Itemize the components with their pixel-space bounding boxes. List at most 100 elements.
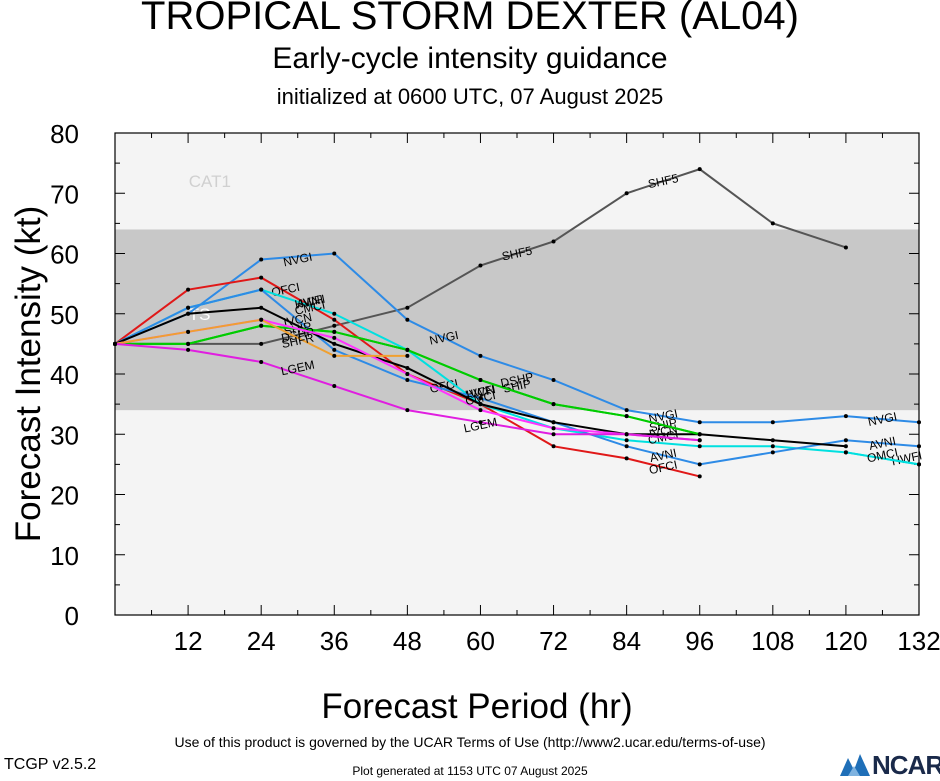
data-point-shfr [259,317,264,322]
data-point-shfr [186,329,191,334]
series-label-avni: AVNI [295,292,324,311]
ncar-logo: NCAR [838,750,940,780]
data-point-ofci [259,275,264,280]
data-point-nvgi [624,408,629,413]
series-label-avni: AVNI [868,434,897,453]
series-label-shf5: SHF5 [501,243,534,263]
data-point-omci [843,450,848,455]
y-tick-label: 70 [50,179,79,209]
ncar-logo-text: NCAR [872,750,940,780]
y-tick-label: 60 [50,240,79,270]
y-tick-label: 50 [50,300,79,330]
series-label-shf5: SHF5 [647,171,680,191]
data-point-avni [697,462,702,467]
data-point-shf5 [770,221,775,226]
data-point-cmci [405,372,410,376]
series-label-omci: OMCI [866,445,900,465]
x-tick-label: 84 [612,626,641,656]
y-tick-label: 40 [50,360,79,390]
data-point-nvgi [332,251,337,256]
data-point-avni [478,396,483,401]
data-point-shfr [405,353,410,358]
terms-notice: Use of this product is governed by the U… [174,734,766,750]
data-point-lgem [332,384,337,389]
intensity-band-ts [115,229,919,411]
intensity-band-cat1 [115,133,919,230]
x-tick-label: 96 [685,626,714,656]
data-point-lgem [186,347,191,352]
data-point-shf5 [551,239,556,244]
series-label-dshp: DSHP [280,325,316,346]
series-label-shfr: SHFR [280,331,315,352]
data-point-cmci [551,426,556,431]
data-point-nvgi [551,378,556,383]
data-point-avni [843,438,848,443]
data-point-avni [332,347,337,352]
data-point-hwfi [770,444,775,449]
data-point-ivcn [259,305,264,310]
chart-subtitle: Early-cycle intensity guidance [272,42,668,75]
data-point-nvgi [405,317,410,322]
data-point-ivcn [843,444,848,449]
y-tick-label: 0 [65,601,79,631]
data-point-ivcn [332,341,337,346]
data-point-dshp [332,329,337,334]
series-label-nvgi: NVGI [867,409,899,429]
x-tick-label: 132 [897,626,940,656]
data-point-nvgi [697,420,702,425]
data-point-shf5 [259,341,264,346]
series-line-omci [845,451,920,466]
data-point-ofci [186,287,191,292]
series-label-dshp: DSHP [499,370,535,391]
series-label-lgem: LGEM [462,415,498,436]
x-tick-label: 120 [824,626,867,656]
series-label-nvgi: NVGI [282,250,314,270]
data-point-lgem [697,438,702,443]
data-point-lgem [259,359,264,364]
data-point-nvgi [478,353,483,358]
init-time: initialized at 0600 UTC, 07 August 2025 [276,84,664,109]
series-label-ship: SHIP [502,376,532,396]
data-point-avni [186,305,191,310]
series-label-nvgi: NVGI [428,328,460,348]
data-point-nvgi [770,420,775,425]
data-point-dshp [259,323,264,328]
data-point-dshp [624,414,629,419]
y-tick-label: 80 [50,119,79,149]
x-tick-label: 36 [320,626,349,656]
data-point-lgem [624,432,629,437]
data-point-ivcn [405,365,410,370]
data-point-nvgi [259,257,264,262]
series-label-avni: AVNI [648,446,677,465]
series-label-cmci: CMCI [293,298,326,318]
y-tick-label: 30 [50,420,79,450]
series-label-lgem: LGEM [280,358,316,379]
data-point-lgem [405,408,410,413]
x-tick-label: 108 [751,626,794,656]
data-point-ofci [624,456,629,461]
chart-title: TROPICAL STORM DEXTER (AL04) [141,0,799,38]
data-point-cmci [478,408,483,413]
data-point-ofci [551,444,556,449]
data-point-lgem [551,432,556,437]
data-point-dshp [478,378,483,383]
generated-timestamp: Plot generated at 1153 UTC 07 August 202… [352,764,588,778]
data-point-cmci [332,335,337,340]
x-axis-label: Forecast Period (hr) [321,687,632,726]
data-point-shfr [332,353,337,358]
data-point-nvgi [917,420,921,425]
data-point-hwfi [697,444,702,449]
data-point-hwfi [624,438,629,443]
x-tick-label: 12 [174,626,203,656]
y-tick-label: 20 [50,481,79,511]
data-point-shf5 [624,191,629,196]
series-label-hwfi: HWFI [293,292,326,312]
data-point-ivcn [478,402,483,407]
series-label-cmci: CMCI [464,388,497,408]
data-point-omci [917,462,921,467]
data-point-nvgi [843,414,848,419]
series-line-avni [114,288,920,466]
data-point-dshp [697,432,702,437]
data-point-dshp [405,347,410,352]
